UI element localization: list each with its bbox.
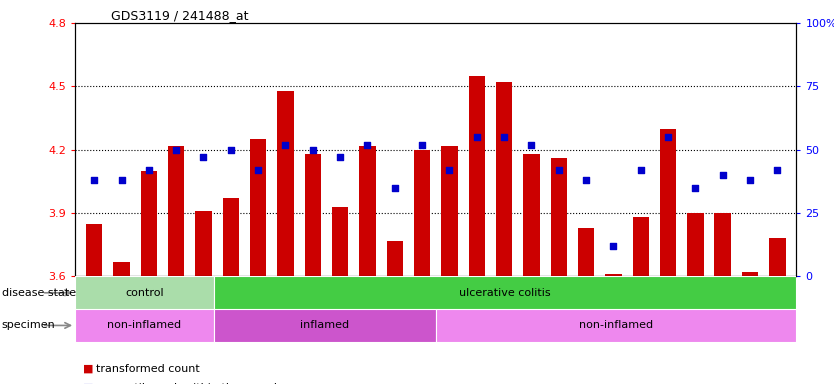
Point bbox=[470, 134, 484, 140]
Bar bbox=[660, 129, 676, 276]
Bar bbox=[550, 158, 567, 276]
Point bbox=[525, 142, 538, 148]
Bar bbox=[223, 198, 239, 276]
Text: GSM239719: GSM239719 bbox=[390, 276, 399, 327]
Bar bbox=[304, 154, 321, 276]
Text: GSM239727: GSM239727 bbox=[527, 276, 536, 327]
Point bbox=[661, 134, 675, 140]
Text: non-inflamed: non-inflamed bbox=[108, 320, 182, 331]
Point bbox=[606, 243, 620, 249]
Point bbox=[334, 154, 347, 161]
Text: GSM239732: GSM239732 bbox=[636, 276, 646, 327]
Point bbox=[88, 177, 101, 183]
Bar bbox=[214, 309, 435, 342]
Bar bbox=[578, 228, 595, 276]
Point bbox=[443, 167, 456, 173]
Text: GSM239618: GSM239618 bbox=[254, 276, 263, 327]
Text: GSM239730: GSM239730 bbox=[581, 276, 590, 327]
Bar bbox=[214, 276, 796, 309]
Text: GSM240028: GSM240028 bbox=[691, 276, 700, 327]
Text: GSM239714: GSM239714 bbox=[281, 276, 290, 327]
Bar bbox=[277, 91, 294, 276]
Text: GSM239725: GSM239725 bbox=[472, 276, 481, 327]
Point bbox=[115, 177, 128, 183]
Text: GSM239726: GSM239726 bbox=[500, 276, 509, 327]
Bar bbox=[141, 171, 157, 276]
Point bbox=[279, 142, 292, 148]
Text: ■: ■ bbox=[83, 383, 94, 384]
Bar bbox=[741, 272, 758, 276]
Point bbox=[634, 167, 647, 173]
Text: GSM240031: GSM240031 bbox=[773, 276, 781, 327]
Text: ulcerative colitis: ulcerative colitis bbox=[460, 288, 551, 298]
Text: GSM239617: GSM239617 bbox=[226, 276, 235, 327]
Text: GDS3119 / 241488_at: GDS3119 / 241488_at bbox=[111, 9, 249, 22]
Text: GSM240022: GSM240022 bbox=[664, 276, 672, 327]
Text: GSM240029: GSM240029 bbox=[718, 276, 727, 327]
Text: GSM239718: GSM239718 bbox=[363, 276, 372, 327]
Point bbox=[388, 185, 401, 191]
Text: GSM240026: GSM240026 bbox=[172, 276, 181, 327]
Text: control: control bbox=[125, 288, 163, 298]
Text: specimen: specimen bbox=[2, 320, 55, 331]
Bar bbox=[496, 82, 512, 276]
Point bbox=[716, 172, 730, 178]
Text: percentile rank within the sample: percentile rank within the sample bbox=[96, 383, 284, 384]
Text: GSM240024: GSM240024 bbox=[117, 276, 126, 327]
Text: GSM239717: GSM239717 bbox=[335, 276, 344, 327]
Bar bbox=[75, 309, 214, 342]
Text: GSM239723: GSM239723 bbox=[445, 276, 454, 327]
Bar bbox=[250, 139, 266, 276]
Point bbox=[306, 147, 319, 153]
Point bbox=[771, 167, 784, 173]
Bar bbox=[523, 154, 540, 276]
Bar bbox=[75, 276, 214, 309]
Bar bbox=[435, 309, 796, 342]
Text: GSM239720: GSM239720 bbox=[418, 276, 427, 327]
Point bbox=[497, 134, 510, 140]
Text: GSM240027: GSM240027 bbox=[199, 276, 208, 327]
Point bbox=[169, 147, 183, 153]
Text: GSM240025: GSM240025 bbox=[144, 276, 153, 327]
Bar bbox=[86, 223, 103, 276]
Point bbox=[552, 167, 565, 173]
Bar bbox=[441, 146, 458, 276]
Bar bbox=[332, 207, 349, 276]
Bar bbox=[387, 240, 403, 276]
Bar bbox=[469, 76, 485, 276]
Text: GSM239716: GSM239716 bbox=[309, 276, 317, 327]
Point bbox=[415, 142, 429, 148]
Point bbox=[252, 167, 265, 173]
Bar bbox=[195, 211, 212, 276]
Text: GSM239729: GSM239729 bbox=[555, 276, 563, 327]
Text: GSM240023: GSM240023 bbox=[90, 276, 98, 327]
Text: GSM240030: GSM240030 bbox=[746, 276, 755, 327]
Point bbox=[197, 154, 210, 161]
Bar bbox=[687, 213, 704, 276]
Text: disease state: disease state bbox=[2, 288, 76, 298]
Bar bbox=[113, 262, 130, 276]
Point bbox=[580, 177, 593, 183]
Bar bbox=[605, 275, 621, 276]
Point bbox=[361, 142, 374, 148]
Bar bbox=[168, 146, 184, 276]
Text: GSM239731: GSM239731 bbox=[609, 276, 618, 327]
Text: ■: ■ bbox=[83, 364, 94, 374]
Bar bbox=[414, 150, 430, 276]
Bar bbox=[359, 146, 375, 276]
Point bbox=[743, 177, 756, 183]
Point bbox=[224, 147, 238, 153]
Point bbox=[142, 167, 155, 173]
Text: inflamed: inflamed bbox=[300, 320, 349, 331]
Text: non-inflamed: non-inflamed bbox=[579, 320, 653, 331]
Bar bbox=[632, 217, 649, 276]
Point bbox=[689, 185, 702, 191]
Bar bbox=[715, 213, 731, 276]
Bar bbox=[769, 238, 786, 276]
Text: transformed count: transformed count bbox=[96, 364, 199, 374]
